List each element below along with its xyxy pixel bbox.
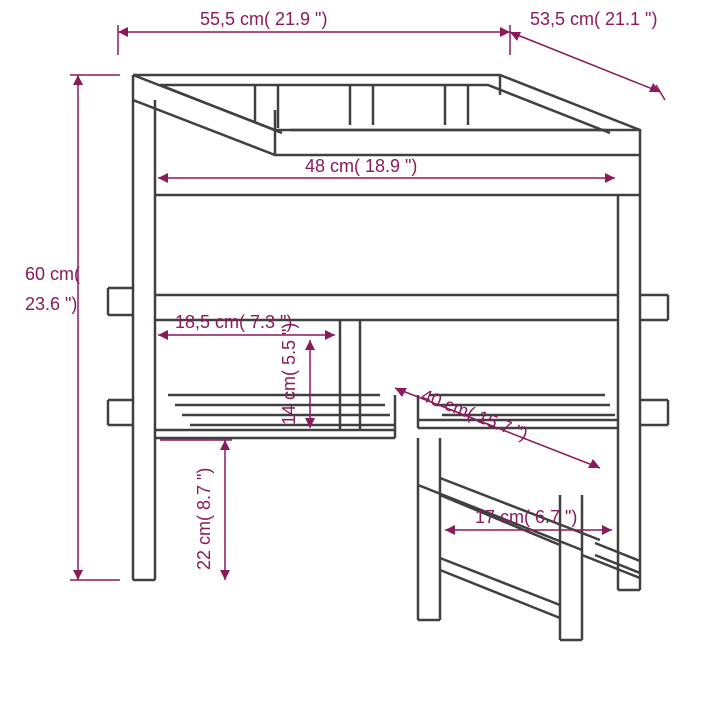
label-step-width: 17 cm( 6.7 ") bbox=[475, 507, 577, 527]
dim-shelf-depth: 40 cm( 15.7 ") bbox=[395, 385, 600, 468]
label-top-width: 55,5 cm( 21.9 ") bbox=[200, 9, 327, 29]
label-height-cm: 60 cm( bbox=[25, 264, 80, 284]
label-shelf-width: 18,5 cm( 7.3 ") bbox=[175, 312, 292, 332]
label-lower-height: 22 cm( 8.7 ") bbox=[194, 468, 214, 570]
dim-total-height: 60 cm( 23.6 ") bbox=[25, 75, 120, 580]
label-inner-width: 48 cm( 18.9 ") bbox=[305, 156, 417, 176]
dim-shelf-width: 18,5 cm( 7.3 ") bbox=[158, 312, 335, 340]
dimension-diagram: 55,5 cm( 21.9 ") 53,5 cm( 21.1 ") bbox=[0, 0, 724, 724]
label-top-depth: 53,5 cm( 21.1 ") bbox=[530, 9, 657, 29]
dim-top-width: 55,5 cm( 21.9 ") bbox=[118, 9, 510, 55]
label-height-in: 23.6 ") bbox=[25, 294, 77, 314]
dim-lower-height: 22 cm( 8.7 ") bbox=[160, 440, 232, 580]
dim-shelf-height: 14 cm( 5.5 ") bbox=[279, 323, 315, 428]
label-shelf-height: 14 cm( 5.5 ") bbox=[279, 323, 299, 425]
dim-inner-width: 48 cm( 18.9 ") bbox=[158, 156, 615, 183]
dim-top-depth: 53,5 cm( 21.1 ") bbox=[510, 9, 665, 100]
